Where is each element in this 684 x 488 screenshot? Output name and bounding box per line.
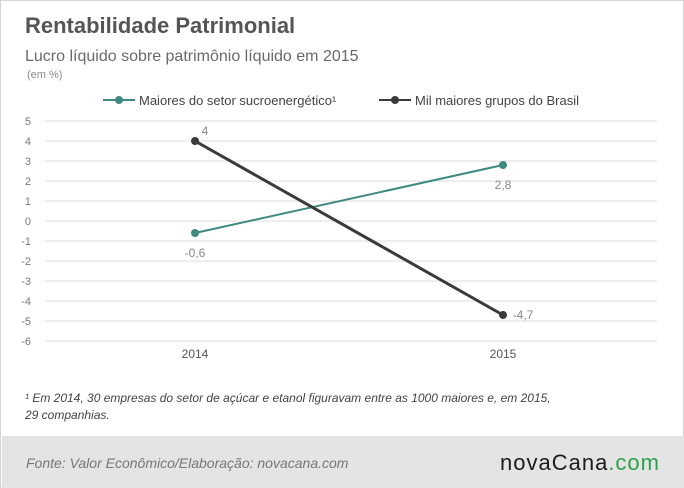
data-label: -0,6 [185, 246, 206, 260]
chart-title: Rentabilidade Patrimonial [25, 13, 296, 38]
data-label: 4 [202, 124, 209, 138]
series-line [194, 164, 504, 234]
line-chart: 5 4 3 2 1 0 -1 -2 -3 -4 -5 -6 2014 2015 -0,6 2,8 4 -4,7 [21, 116, 657, 361]
y-tick-label: -4 [21, 296, 31, 308]
legend-swatch-teal [103, 92, 135, 108]
y-tick-label: 2 [25, 176, 31, 188]
data-point [499, 161, 507, 169]
y-tick-label: 1 [25, 196, 31, 208]
y-tick-label: 4 [25, 136, 31, 148]
y-tick-label: -2 [21, 256, 31, 268]
footer-bar: Fonte: Valor Econômico/Elaboração: novac… [2, 436, 684, 488]
legend-item-sucroenergetico: Maiores do setor sucroenergético¹ [103, 92, 336, 108]
series-line [194, 139, 504, 317]
logo-suffix: .com [608, 450, 660, 475]
novacana-logo[interactable]: novaCana.com [500, 450, 660, 476]
footnote: ¹ Em 2014, 30 empresas do setor de açúca… [25, 391, 551, 422]
data-label: -4,7 [513, 308, 534, 322]
y-tick-label: 5 [25, 116, 31, 128]
y-tick-label: -1 [21, 236, 31, 248]
x-tick-label: 2014 [182, 347, 209, 361]
y-tick-label: -5 [21, 316, 31, 328]
unit-label: (em %) [27, 69, 63, 81]
legend-item-mil-maiores: Mil maiores grupos do Brasil [379, 92, 579, 108]
source-text: Fonte: Valor Econômico/Elaboração: novac… [26, 455, 349, 471]
logo-main: novaCana [500, 450, 609, 475]
data-point [191, 229, 199, 237]
y-tick-label: 0 [25, 216, 31, 228]
y-tick-label: 3 [25, 156, 31, 168]
legend-swatch-dark [379, 92, 411, 108]
chart-subtitle: Lucro líquido sobre patrimônio líquido e… [25, 48, 359, 65]
data-point [499, 311, 507, 319]
data-label: 2,8 [495, 178, 512, 192]
y-tick-label: -6 [21, 336, 31, 348]
data-point [191, 137, 199, 145]
legend-label-mil-maiores: Mil maiores grupos do Brasil [415, 92, 580, 108]
legend-label-sucroenergetico: Maiores do setor sucroenergético¹ [139, 92, 337, 108]
y-tick-label: -3 [21, 276, 31, 288]
x-tick-label: 2015 [490, 347, 517, 361]
